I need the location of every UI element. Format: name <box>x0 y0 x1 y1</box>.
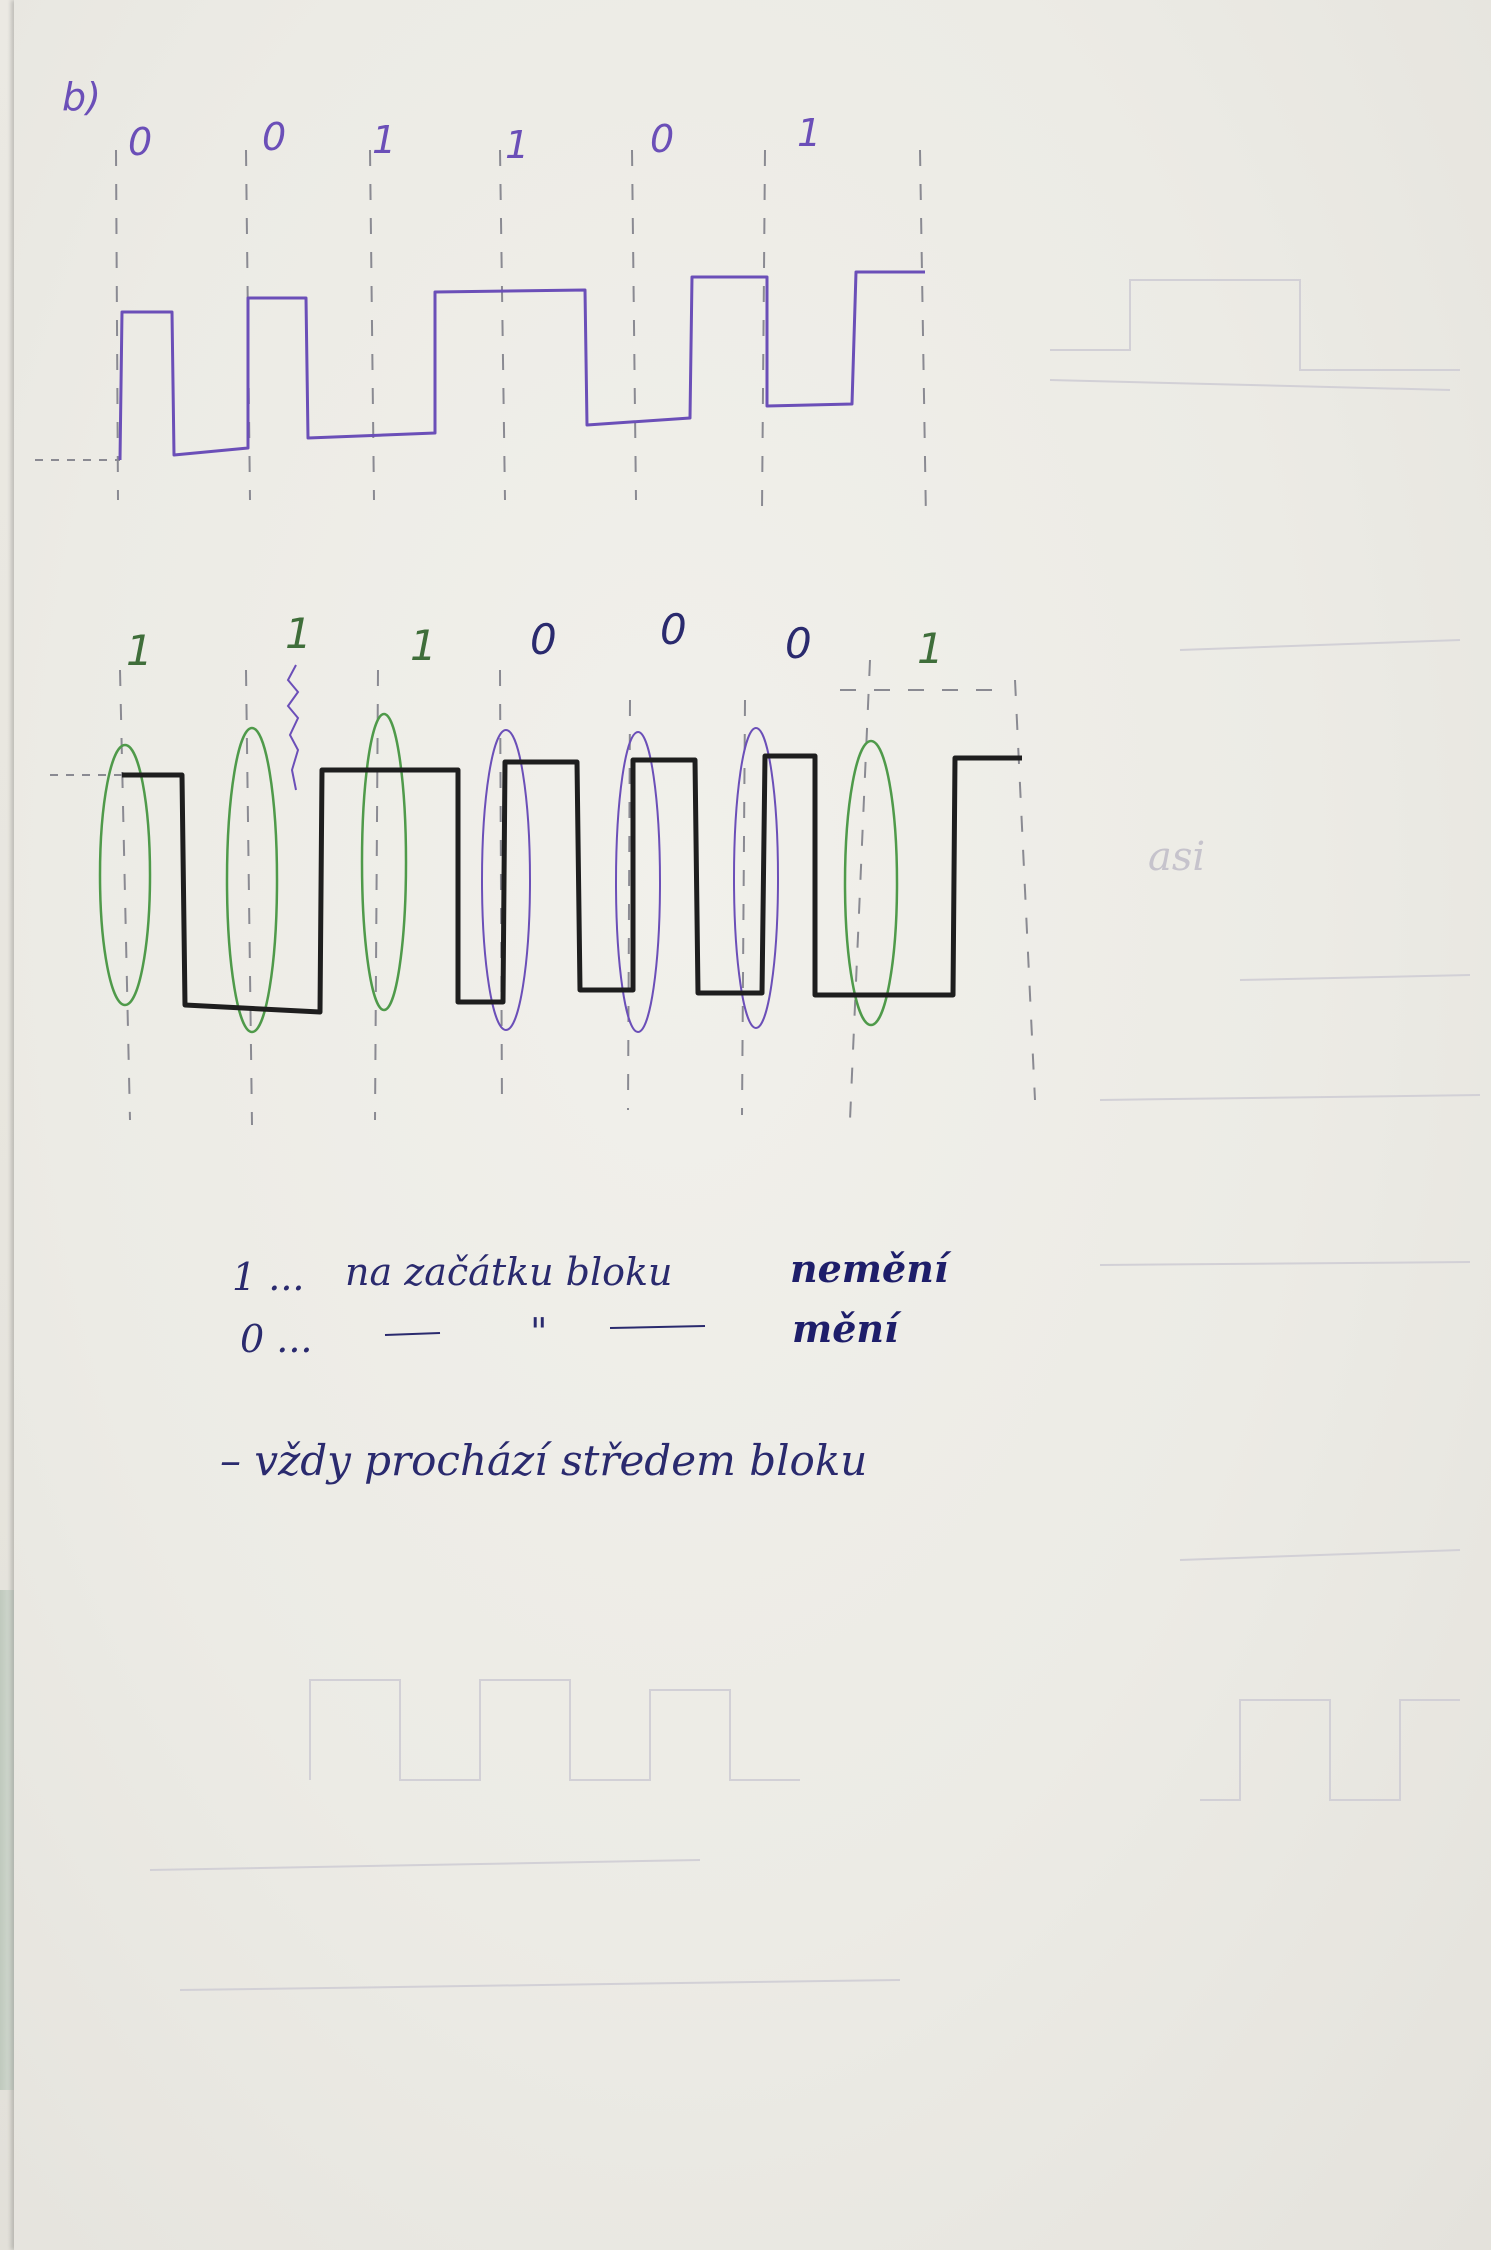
notes: 1 ... na začátku bloku nemění 0 ... " mě… <box>220 1246 952 1485</box>
diagram-1-waveform <box>118 270 925 461</box>
diagram-2-bit-5: 0 <box>660 605 687 654</box>
diagram-1-bit-labels: 0 0 1 1 0 1 <box>128 111 821 167</box>
diagram-1-bit-1: 0 <box>128 120 152 164</box>
note-line-3: – vždy prochází středem bloku <box>220 1436 867 1485</box>
note-line-2-emphasis: mění <box>792 1306 902 1351</box>
note-line-2-dash-1 <box>384 1332 441 1336</box>
note-line-1-text: na začátku bloku <box>345 1250 673 1294</box>
diagram-1-guides <box>115 149 927 521</box>
section-label: b) <box>62 75 101 119</box>
diagram-2-squiggle <box>286 664 300 791</box>
diagram-1-bit-2: 0 <box>262 115 286 159</box>
diagram-2: 1 1 1 0 0 0 1 <box>50 605 1036 1126</box>
diagram-2-bit-6: 0 <box>785 619 812 668</box>
faint-margin-word: asi <box>1148 834 1205 880</box>
diagram-2-bit-7: 1 <box>917 624 944 673</box>
diagram-1: 0 0 1 1 0 1 <box>35 111 927 521</box>
diagram-2-bit-2: 1 <box>285 609 312 658</box>
diagram-1-bit-5: 0 <box>650 117 674 161</box>
diagram-2-bit-3: 1 <box>410 621 437 670</box>
diagram-2-green-markers <box>98 712 899 1034</box>
note-line-1-emphasis: nemění <box>790 1246 952 1291</box>
diagram-1-bit-4: 1 <box>505 123 529 167</box>
diagram-1-bit-6: 1 <box>797 111 821 155</box>
note-line-2-dash-2 <box>609 1325 706 1329</box>
page-edge-strip <box>0 1590 18 2090</box>
diagram-1-bit-3: 1 <box>372 118 396 162</box>
note-line-2-prefix: 0 ... <box>240 1317 313 1361</box>
note-line-2-ditto: " <box>530 1310 547 1354</box>
note-line-1-prefix: 1 ... <box>232 1255 305 1299</box>
diagram-2-bit-1: 1 <box>126 626 153 675</box>
notebook-page <box>14 0 1491 2250</box>
diagram-2-waveform <box>122 753 1022 1015</box>
diagram-2-bit-labels: 1 1 1 0 0 0 1 <box>126 605 944 675</box>
diagram-2-violet-markers <box>481 727 779 1033</box>
diagram-2-bit-4: 0 <box>530 615 557 664</box>
bleed-through-marks <box>149 279 1481 1991</box>
